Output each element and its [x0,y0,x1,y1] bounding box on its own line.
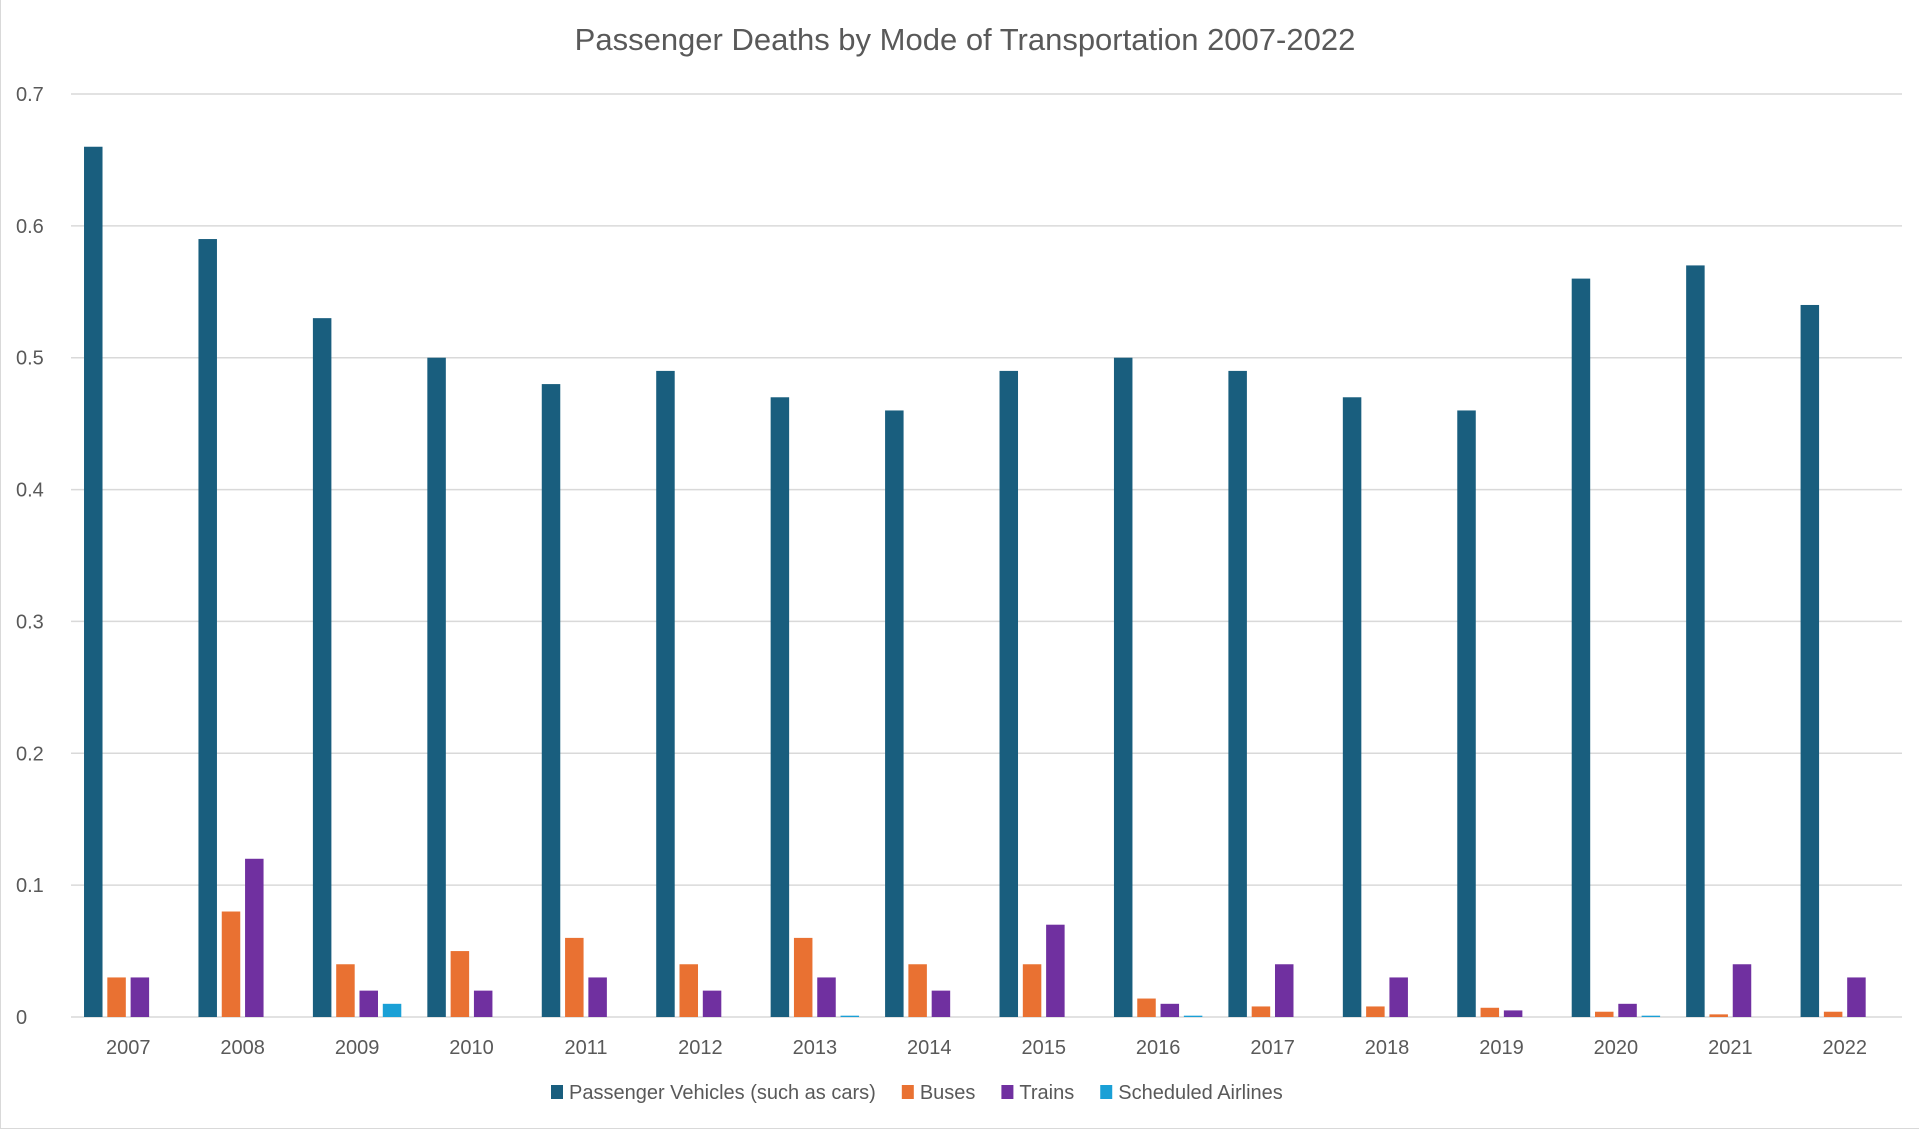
x-tick-label: 2014 [907,1037,952,1059]
bar-2014-1 [908,964,927,1017]
x-tick-label: 2017 [1250,1037,1295,1059]
bar-2007-1 [107,977,126,1017]
bar-2022-2 [1847,977,1866,1017]
y-tick-label: 0.2 [16,743,44,765]
y-tick-label: 0.5 [16,348,44,370]
y-tick-label: 0.1 [16,875,44,897]
x-tick-label: 2013 [793,1037,838,1059]
y-tick-label: 0.4 [16,480,44,502]
chart-title: Passenger Deaths by Mode of Transportati… [575,22,1356,57]
bar-2012-0 [656,370,675,1017]
legend-swatch [1001,1085,1014,1099]
legend-swatch [551,1085,563,1099]
x-tick-label: 2022 [1823,1037,1868,1059]
bar-2015-1 [1022,964,1042,1017]
bar-2013-2 [817,977,836,1017]
bar-2016-2 [1160,1003,1180,1017]
bar-2022-0 [1800,304,1820,1017]
bar-2010-1 [450,951,470,1017]
bar-2013-0 [770,397,790,1017]
legend-label: Scheduled Airlines [1118,1082,1283,1104]
bar-2019-2 [1503,1010,1523,1017]
bar-2010-2 [473,990,493,1017]
bar-2008-0 [198,239,217,1018]
x-tick-label: 2015 [1021,1037,1066,1059]
bar-2021-2 [1732,964,1752,1017]
bar-2019-0 [1457,410,1476,1017]
x-tick-label: 2020 [1594,1037,1639,1059]
bar-2015-0 [999,370,1019,1017]
x-tick-label: 2010 [449,1037,494,1059]
bar-2011-2 [588,977,607,1017]
y-tick-label: 0.6 [16,216,44,238]
bar-2017-1 [1251,1006,1271,1017]
bar-2021-1 [1709,1014,1728,1017]
x-tick-label: 2019 [1479,1037,1524,1059]
bar-2009-3 [382,1003,402,1017]
bar-2007-0 [84,146,103,1017]
bar-2018-1 [1366,1006,1385,1017]
bar-2013-3 [840,1015,860,1017]
bar-2008-1 [221,911,241,1017]
bar-2016-0 [1113,357,1133,1017]
y-tick-label: 0.3 [16,611,44,633]
bar-2012-2 [702,990,722,1017]
y-tick-label: 0 [16,1007,27,1029]
legend-label: Trains [1019,1082,1074,1104]
legend-swatch [1100,1085,1113,1099]
y-tick-label: 0.7 [16,84,44,106]
bar-2012-1 [679,964,699,1017]
x-tick-label: 2012 [678,1037,723,1059]
bar-2014-0 [885,410,904,1017]
legend-swatch [901,1085,914,1099]
legend-label: Passenger Vehicles (such as cars) [569,1082,876,1104]
bar-2016-3 [1183,1015,1203,1017]
bar-2021-0 [1686,265,1705,1017]
bar-2013-1 [793,937,813,1017]
bar-2011-1 [565,937,584,1017]
legend-label: Buses [920,1082,976,1104]
bar-2007-2 [130,977,150,1017]
bar-2020-2 [1618,1003,1637,1017]
bar-2020-0 [1571,278,1591,1018]
x-tick-label: 2018 [1365,1037,1410,1059]
bar-2009-2 [359,990,378,1017]
bars [84,146,1866,1018]
x-axis-ticks: 2007 2008 2009 2010 2011 2012 2013 2014 2015 2016… [106,1037,1867,1059]
bar-2009-1 [336,964,355,1017]
bar-2019-1 [1480,1007,1500,1017]
bar-2014-2 [931,990,951,1017]
x-tick-label: 2021 [1708,1037,1753,1059]
bar-2018-0 [1342,397,1362,1017]
x-tick-label: 2009 [335,1037,380,1059]
x-tick-label: 2016 [1136,1037,1181,1059]
bar-2008-2 [245,858,264,1017]
bar-2017-2 [1274,964,1294,1017]
bar-2017-0 [1228,370,1247,1017]
bar-2022-1 [1823,1011,1843,1017]
x-tick-label: 2011 [564,1037,607,1059]
bar-2015-2 [1046,924,1065,1017]
x-tick-label: 2008 [220,1037,265,1059]
bar-2018-2 [1389,977,1408,1017]
bar-2016-1 [1137,998,1156,1017]
x-tick-label: 2007 [106,1037,151,1059]
bar-2011-0 [541,384,561,1018]
bar-2020-1 [1595,1011,1614,1017]
bar-2010-0 [427,357,446,1017]
bar-2020-3 [1641,1015,1661,1017]
legend: Passenger Vehicles (such as cars) Buses Tr… [551,1082,1283,1104]
y-axis-ticks: 0 0.1 0.2 0.3 0.4 0.5 0.6 0.7 [16,84,44,1029]
gridlines [71,93,1902,1018]
bar-2009-0 [312,318,332,1018]
